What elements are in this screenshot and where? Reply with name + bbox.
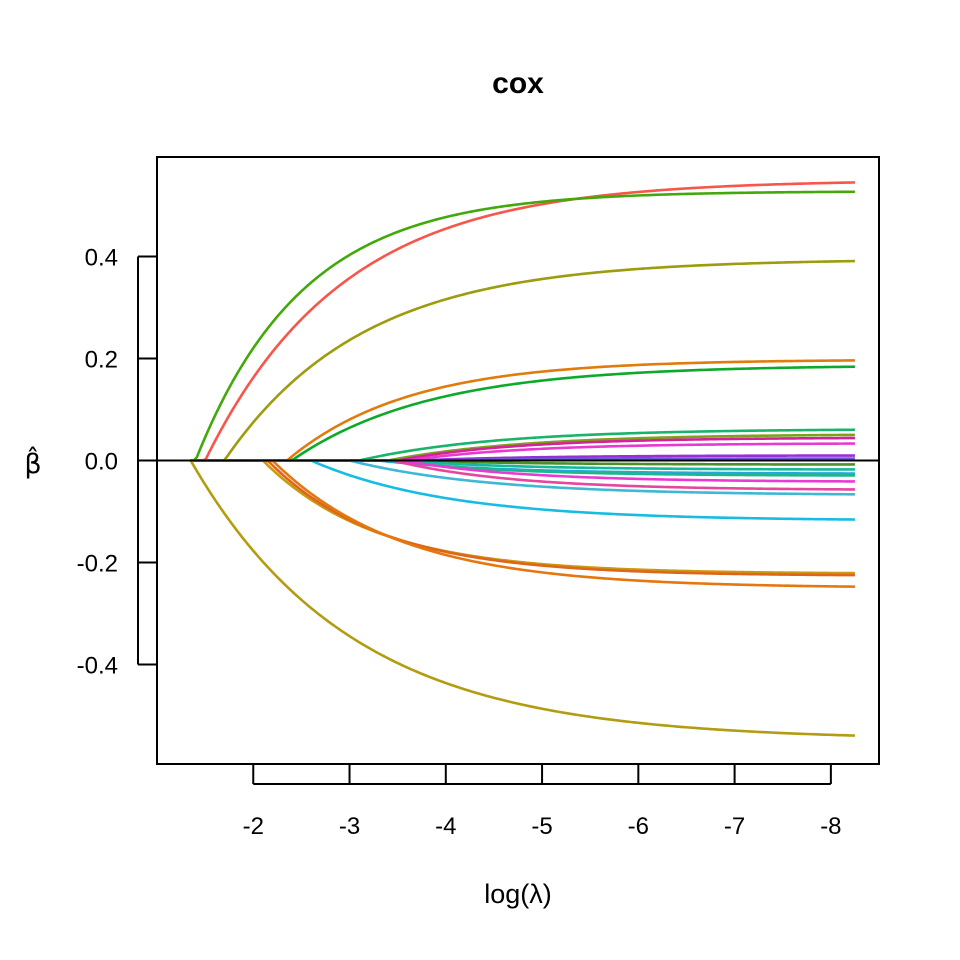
coefficient-path-5 bbox=[190, 365, 855, 462]
chart-title: cox bbox=[492, 67, 544, 100]
y-tick-label: 0.4 bbox=[85, 244, 118, 271]
x-tick-label: -4 bbox=[435, 813, 456, 840]
x-tick-label: -3 bbox=[339, 813, 360, 840]
coefficient-path-22 bbox=[190, 459, 855, 588]
y-tick-label: -0.2 bbox=[77, 551, 118, 578]
coefficient-path-3 bbox=[190, 259, 855, 462]
x-axis: -2 -3 -4 -5 -6 -7 -8 bbox=[243, 765, 842, 840]
y-tick-label: 0.0 bbox=[85, 449, 118, 476]
x-tick-label: -8 bbox=[820, 813, 841, 840]
y-axis: 0.4 0.2 0.0 -0.2 -0.4 bbox=[77, 244, 157, 680]
y-tick-label: -0.4 bbox=[77, 653, 118, 680]
x-tick-label: -7 bbox=[724, 813, 745, 840]
coefficient-path-2 bbox=[190, 190, 855, 462]
x-axis-label: log(λ) bbox=[484, 879, 552, 909]
x-tick-label: -5 bbox=[531, 813, 552, 840]
x-tick-label: -6 bbox=[628, 813, 649, 840]
y-tick-label: 0.2 bbox=[85, 346, 118, 373]
coefficient-path-1 bbox=[190, 181, 855, 462]
x-tick-label: -2 bbox=[243, 813, 264, 840]
coefficient-path-23 bbox=[189, 459, 855, 737]
coefficient-path-4 bbox=[190, 359, 855, 462]
coefficient-path-21 bbox=[190, 459, 855, 577]
y-axis-label: β̂ bbox=[24, 446, 41, 480]
coefficient-path-20 bbox=[190, 459, 855, 575]
